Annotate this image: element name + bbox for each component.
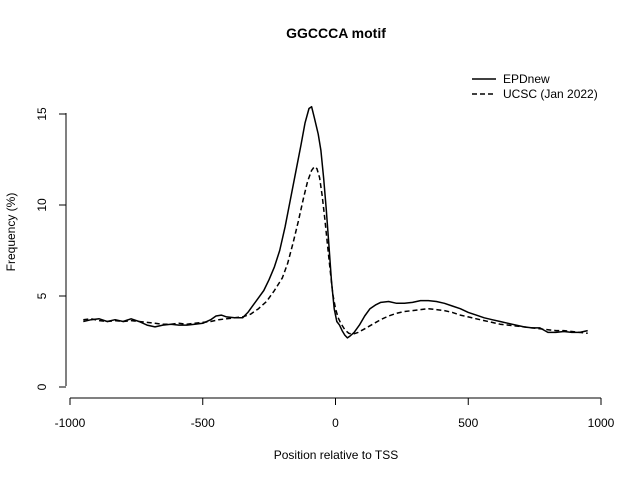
x-axis-ticks: -1000 -500 0 500 1000 (55, 398, 615, 430)
chart-title: GGCCCA motif (286, 25, 386, 41)
y-axis-ticks: 0 5 10 15 (35, 107, 66, 390)
plot-area (83, 105, 588, 339)
legend-label-ucsc: UCSC (Jan 2022) (503, 87, 598, 101)
x-tick-label: -500 (191, 416, 215, 430)
legend: EPDnew UCSC (Jan 2022) (472, 72, 598, 101)
series-line-0 (83, 105, 588, 339)
y-tick-label: 0 (35, 383, 49, 390)
legend-label-epdnew: EPDnew (503, 72, 550, 86)
series-line-1 (83, 166, 588, 335)
y-tick-label: 5 (35, 292, 49, 299)
y-axis-title: Frequency (%) (4, 193, 18, 272)
x-tick-label: 500 (458, 416, 478, 430)
y-tick-label: 10 (35, 198, 49, 212)
x-tick-label: 1000 (588, 416, 615, 430)
y-tick-label: 15 (35, 107, 49, 121)
x-tick-label: 0 (332, 416, 339, 430)
x-axis-title: Position relative to TSS (274, 448, 399, 462)
x-tick-label: -1000 (55, 416, 86, 430)
